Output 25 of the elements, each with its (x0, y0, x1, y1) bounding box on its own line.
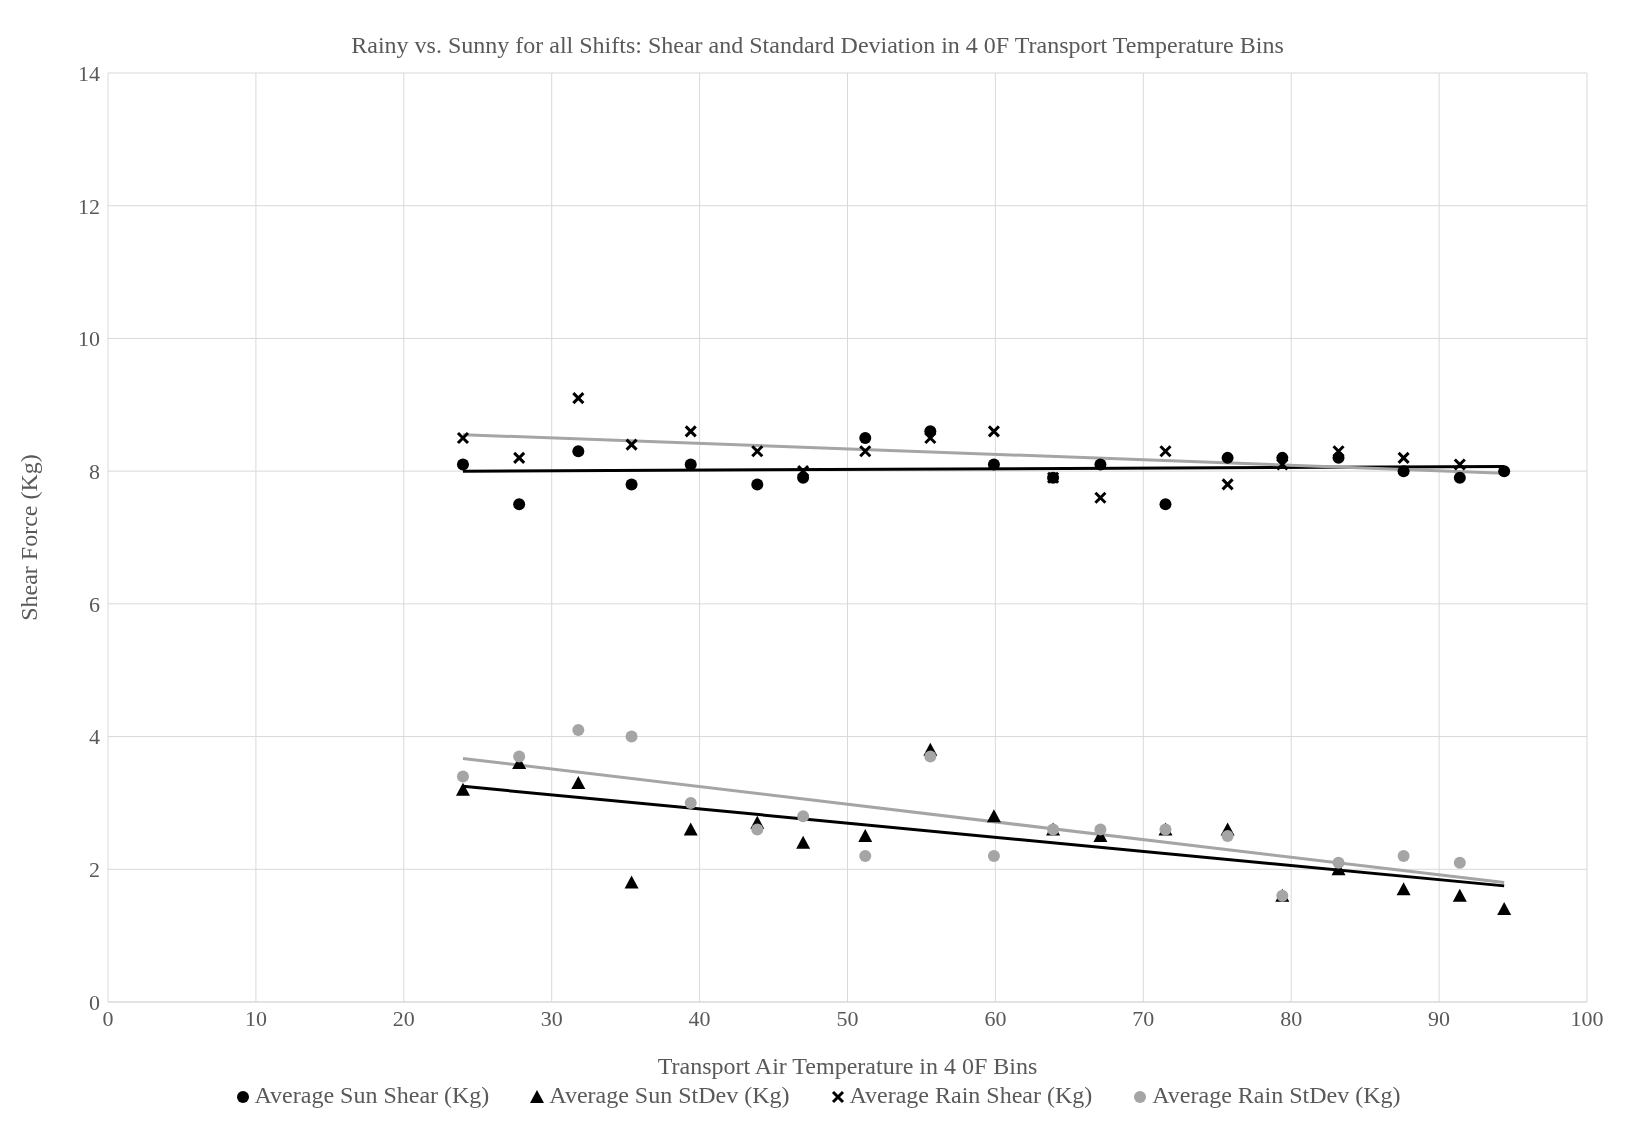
x-axis-title: Transport Air Temperature in 4 0F Bins (657, 1053, 1038, 1079)
x-tick-label: 60 (984, 1005, 1007, 1031)
y-tick-label: 14 (78, 60, 100, 86)
x-tick-label: 90 (1428, 1005, 1451, 1031)
y-axis-title: Shear Force (Kg) (15, 454, 42, 621)
x-tick-label: 10 (244, 1005, 267, 1031)
y-tick-label: 0 (89, 989, 100, 1015)
y-tick-label: 6 (89, 591, 100, 617)
chart-title: Rainy vs. Sunny for all Shifts: Shear and Standard Deviation in 4 0F Transport Temperature Bins (350, 31, 1285, 59)
y-tick-label: 10 (78, 326, 100, 352)
legend-label: Average Rain Shear (Kg) (848, 1082, 1093, 1109)
y-tick-label: 4 (89, 724, 100, 750)
legend-label: Average Rain StDev (Kg) (1151, 1082, 1401, 1109)
y-tick-label: 8 (89, 458, 100, 484)
x-tick-label: 80 (1280, 1005, 1303, 1031)
x-tick-label: 30 (540, 1005, 563, 1031)
x-tick-label: 40 (688, 1005, 711, 1031)
x-tick-label: 20 (392, 1005, 415, 1031)
x-tick-label: 100 (1570, 1005, 1604, 1031)
legend-label: Average Sun Shear (Kg) (253, 1082, 490, 1109)
y-tick-label: 2 (89, 857, 100, 883)
x-tick-label: 70 (1132, 1005, 1155, 1031)
legend-label: Average Sun StDev (Kg) (548, 1082, 790, 1109)
y-tick-label: 12 (78, 193, 100, 219)
x-tick-label: 50 (836, 1005, 859, 1031)
